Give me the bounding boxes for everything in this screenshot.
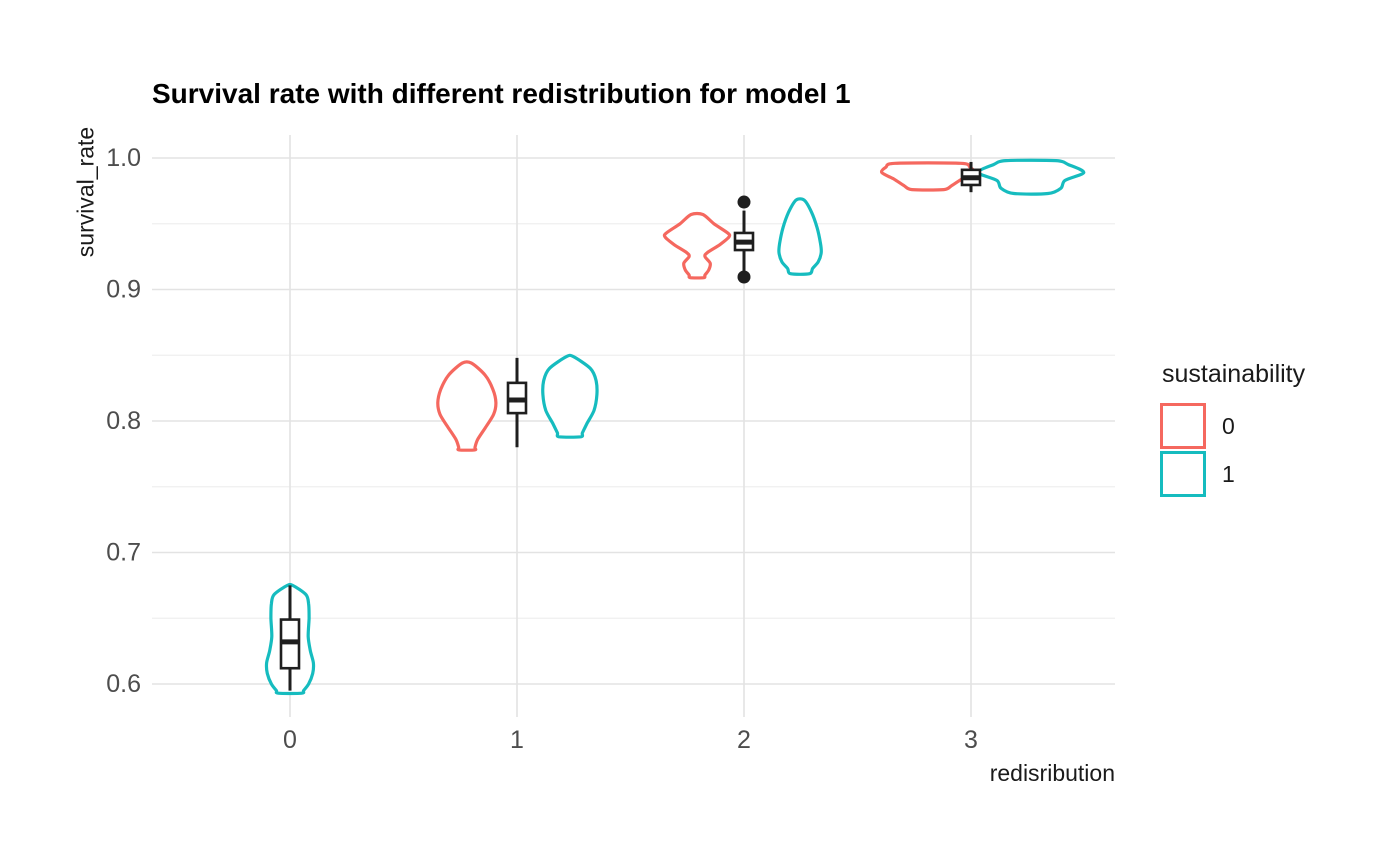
legend-label: 0 bbox=[1222, 412, 1235, 439]
legend-title: sustainability bbox=[1162, 360, 1306, 388]
y-tick-label: 0.6 bbox=[106, 670, 141, 698]
y-axis-title: survival_rate bbox=[72, 126, 99, 258]
violin-redistribution-2-sustainability-1 bbox=[777, 197, 823, 276]
violin-redistribution-1-sustainability-0 bbox=[436, 360, 498, 452]
boxplot-outlier-point bbox=[737, 270, 751, 284]
violin-redistribution-2-sustainability-0 bbox=[662, 211, 732, 280]
x-tick-label: 1 bbox=[510, 726, 524, 754]
y-tick-label: 0.8 bbox=[106, 407, 141, 435]
x-tick-label: 3 bbox=[964, 726, 978, 754]
chart-title: Survival rate with different redistribut… bbox=[152, 78, 851, 109]
legend-label: 1 bbox=[1222, 460, 1235, 487]
x-tick-label: 2 bbox=[737, 726, 751, 754]
x-axis-title: redisribution bbox=[989, 760, 1115, 786]
boxplot-outlier-point bbox=[737, 195, 751, 209]
y-tick-label: 0.9 bbox=[106, 276, 141, 304]
legend-key-red bbox=[1160, 403, 1206, 449]
legend-item-sustainability-1: 1 bbox=[1160, 450, 1305, 498]
y-tick-label: 0.7 bbox=[106, 539, 141, 567]
violin-redistribution-1-sustainability-1 bbox=[541, 353, 599, 439]
violin-redistribution-3-sustainability-0 bbox=[880, 161, 976, 192]
x-tick-label: 0 bbox=[283, 726, 297, 754]
legend: sustainability 0 1 bbox=[1160, 360, 1305, 498]
violin-redistribution-3-sustainability-1 bbox=[976, 158, 1086, 196]
legend-key-teal bbox=[1160, 451, 1206, 497]
y-tick-label: 1.0 bbox=[106, 144, 141, 172]
legend-item-sustainability-0: 0 bbox=[1160, 402, 1305, 450]
